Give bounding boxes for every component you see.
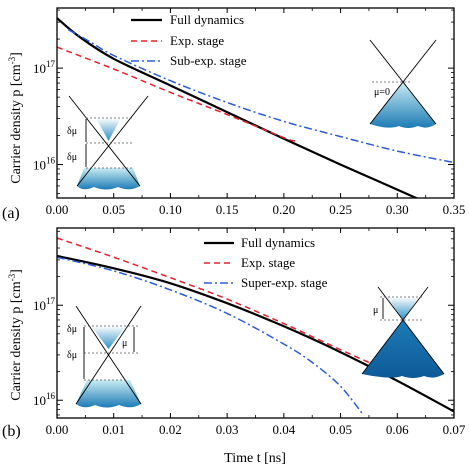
x-tick-label-a-7: 0.35 <box>443 202 466 217</box>
panel-a-ylabel-sup: -3 <box>7 56 17 64</box>
legend-a-label-exp: Exp. stage <box>170 33 224 48</box>
series-line-a-0 <box>57 17 419 198</box>
x-tick-label-a-4: 0.20 <box>272 202 295 217</box>
cone-b1-electron-fill <box>76 380 141 408</box>
x-tick-label-a-1: 0.05 <box>102 202 125 217</box>
panel-a-ticks: 0.00 0.05 0.10 0.15 0.20 0.25 0.30 0.35 1016 1017 <box>33 8 465 217</box>
series-line-a-1 <box>57 46 296 142</box>
panel-b-ylabel-sup: -3 <box>7 273 17 281</box>
panel-b-inset-cone-left: δμ δμ μ <box>67 305 142 408</box>
svg-text:Carrier density p [cm-3]: Carrier density p [cm-3] <box>7 269 24 401</box>
legend-a-label-full: Full dynamics <box>170 12 244 27</box>
cone-a2-label: μ=0 <box>374 87 390 98</box>
x-tick-label-b-7: 0.07 <box>443 422 466 437</box>
cone-b1-label-lower: δμ <box>67 350 77 361</box>
panel-b-xlabel: Time t [ns] <box>224 451 286 466</box>
cone-b1-hole-fill <box>91 326 126 349</box>
cone-b2-line-1 <box>377 286 445 375</box>
cone-b2-line-2 <box>361 286 429 375</box>
x-tick-label-a-2: 0.10 <box>159 202 182 217</box>
y-tick-label-b-0: 1016 <box>33 391 56 408</box>
cone-b1-label-mu: μ <box>122 338 127 349</box>
series-line-a-2 <box>67 29 454 164</box>
panel-a-ylabel: Carrier density p [cm-3] <box>7 52 24 184</box>
cone-a2-line-2 <box>369 39 437 125</box>
panel-b-ylabel-text: Carrier density p [cm <box>9 281 24 400</box>
cone-a1-line-2 <box>76 95 149 187</box>
x-tick-label-b-2: 0.02 <box>159 422 182 437</box>
y-tick-label-a-0: 1016 <box>33 156 56 173</box>
panel-a-ylabel-text: Carrier density p [cm <box>9 64 24 183</box>
cone-b1-line-2 <box>75 305 142 405</box>
panel-b-inset-cone-right: μ <box>361 286 445 378</box>
panel-b-series <box>57 237 454 416</box>
panel-b: Carrier density p [cm-3] (b) Time t [ns]… <box>2 227 466 466</box>
panel-b-legend: Full dynamics Exp. stage Super-exp. stag… <box>204 235 328 290</box>
series-line-b-2 <box>57 256 364 416</box>
x-tick-label-b-0: 0.00 <box>46 422 69 437</box>
cone-a1-hole-fill <box>96 118 121 141</box>
cone-b2-upper-fill <box>387 297 419 320</box>
x-tick-label-a-3: 0.15 <box>216 202 239 217</box>
panel-b-ylabel-close: ] <box>9 269 24 274</box>
x-tick-label-b-1: 0.01 <box>102 422 125 437</box>
x-tick-label-a-5: 0.25 <box>329 202 352 217</box>
x-tick-label-b-3: 0.03 <box>216 422 239 437</box>
panel-a-inset-cone-right: μ=0 <box>369 39 437 128</box>
panel-b-letter: (b) <box>2 423 21 440</box>
cone-a2-fill <box>370 82 436 128</box>
panel-a-inset-cone-left: δμ δμ <box>67 95 149 190</box>
cone-a1-label-lower: δμ <box>67 152 77 163</box>
x-tick-label-b-6: 0.06 <box>386 422 409 437</box>
cone-a1-line-1 <box>68 95 141 187</box>
legend-a-label-sub: Sub-exp. stage <box>170 53 247 68</box>
legend-b-label-exp: Exp. stage <box>241 255 295 270</box>
cone-a1-electron-fill <box>77 168 140 190</box>
panel-b-ylabel: Carrier density p [cm-3] <box>7 269 24 401</box>
panel-a: Carrier density p [cm-3] (a) 0.00 0.05 0.1… <box>2 7 465 222</box>
cone-a1-label-upper: δμ <box>67 126 77 137</box>
cone-b2-label: μ <box>373 305 378 316</box>
y-tick-label-a-1: 1017 <box>33 59 56 76</box>
panel-a-series <box>57 17 454 198</box>
panel-a-letter: (a) <box>2 205 20 222</box>
legend-b-label-full: Full dynamics <box>241 235 315 250</box>
svg-text:Carrier density p [cm-3]: Carrier density p [cm-3] <box>7 52 24 184</box>
panel-a-frame <box>56 7 455 199</box>
cone-b1-label-upper: δμ <box>67 324 77 335</box>
panel-b-frame <box>56 227 455 419</box>
x-tick-label-b-5: 0.05 <box>329 422 352 437</box>
panel-a-ylabel-close: ] <box>9 52 24 57</box>
x-tick-label-a-6: 0.30 <box>386 202 409 217</box>
y-tick-label-b-1: 1017 <box>33 296 56 313</box>
series-line-b-1 <box>57 237 375 366</box>
panel-a-legend: Full dynamics Exp. stage Sub-exp. stage <box>131 12 247 68</box>
cone-b2-lower-fill <box>362 320 444 378</box>
series-line-b-0 <box>57 254 454 413</box>
legend-b-label-super: Super-exp. stage <box>241 275 328 290</box>
x-tick-label-a-0: 0.00 <box>46 202 69 217</box>
x-tick-label-b-4: 0.04 <box>272 422 295 437</box>
